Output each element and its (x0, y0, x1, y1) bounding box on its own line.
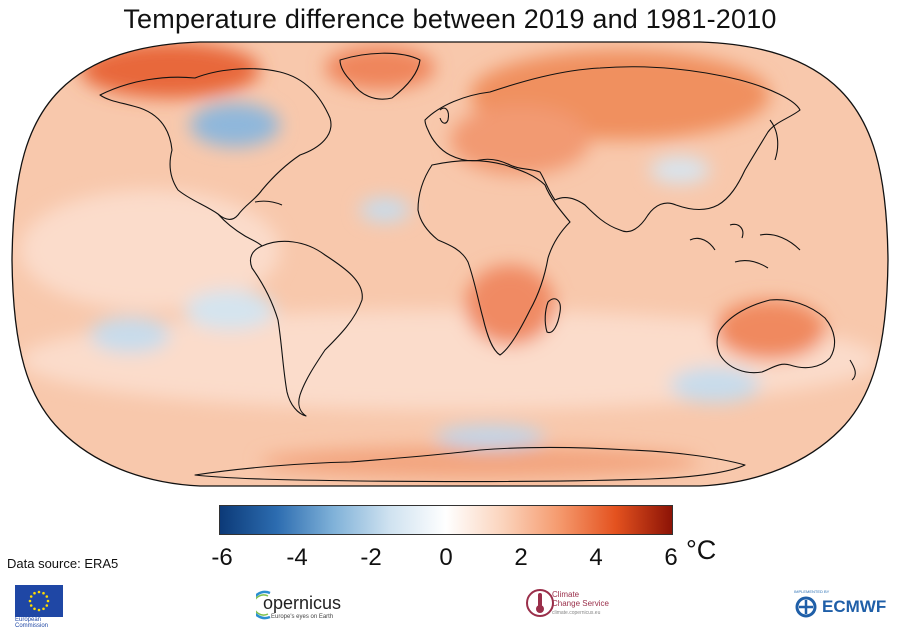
copernicus-wordmark: opernicus (263, 593, 342, 613)
eu-logo (15, 585, 63, 617)
coast-greenland (339, 52, 421, 100)
ecmwf-emblem-icon (795, 596, 817, 618)
map-title: Temperature difference between 2019 and … (123, 4, 777, 34)
warm-region-arctic (80, 42, 260, 98)
ecmwf-implemented-by: IMPLEMENTED BY (794, 589, 830, 594)
coast-new-zealand (849, 359, 856, 381)
coast-japan (769, 119, 779, 161)
colorbar (219, 505, 673, 535)
c3s-line1: Climate (552, 590, 580, 599)
copernicus-tagline: Europe's eyes on Earth (271, 614, 334, 620)
data-source-label: Data source: ERA5 (7, 556, 119, 571)
eu-stars-icon (28, 590, 50, 612)
cool-region-south-pacific (185, 290, 275, 330)
warm-region-australia (715, 300, 825, 360)
coast-uk (439, 107, 449, 124)
warm-region-southern-africa (465, 265, 555, 345)
coast-north-america (99, 68, 332, 220)
cool-region-southern-ocean (435, 425, 545, 449)
c3s-line2: Change Service (552, 599, 609, 608)
eu-logo-line2: Commission (15, 623, 49, 629)
coastlines (99, 52, 856, 483)
light-band-south (20, 310, 880, 410)
colorbar-tick-label: -6 (211, 544, 233, 571)
colorbar-tick-label: -4 (286, 544, 308, 571)
cold-region-north-america (190, 103, 280, 147)
colorbar-tick-label: 4 (589, 544, 603, 571)
ecmwf-wordmark: ECMWF (822, 597, 887, 616)
cool-region-south-pacific-west (90, 317, 170, 353)
coast-caribbean (254, 200, 283, 206)
copernicus-c-icon (256, 590, 271, 620)
warm-region-europe (450, 105, 590, 175)
c3s-url: climate.copernicus.eu (552, 610, 601, 616)
cool-region-asia (650, 156, 710, 184)
coast-central-america (217, 213, 263, 247)
warm-region-antarctica (260, 446, 700, 478)
coast-europe-asia (424, 66, 801, 233)
light-band-tropics (20, 190, 280, 310)
coast-australia (716, 299, 836, 374)
colorbar-tick-label: -2 (360, 544, 382, 571)
cool-region-atlantic (360, 198, 410, 222)
colorbar-unit: °C (686, 535, 717, 565)
coast-madagascar (544, 298, 561, 334)
coast-south-america (249, 240, 363, 417)
temperature-anomaly-map (11, 41, 889, 487)
eu-logo-line1: European (15, 617, 42, 623)
c3s-thermometer-icon (526, 589, 554, 617)
colorbar-tick-label: 2 (514, 544, 528, 571)
colorbar-tick-label: 0 (439, 544, 453, 571)
cool-region-indian-ocean (670, 367, 760, 403)
c3s-logo-text: Climate Change Service (552, 590, 609, 608)
coast-africa (417, 159, 571, 356)
colorbar-tick-label: 6 (664, 544, 678, 571)
eu-logo-text: European Commission (15, 617, 48, 629)
coast-southeast-asia (689, 223, 801, 269)
globe-outline (11, 41, 889, 487)
coast-antarctica (194, 446, 746, 483)
